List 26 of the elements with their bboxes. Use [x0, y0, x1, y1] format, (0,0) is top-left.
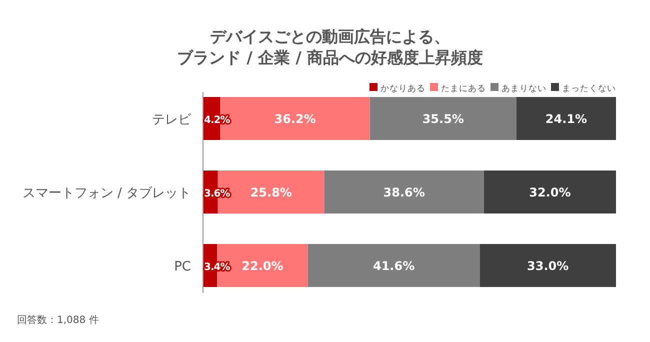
- bar: [484, 170, 616, 214]
- data-label: 38.6%: [383, 186, 425, 200]
- chart-title: デバイスごとの動画広告による、ブランド / 企業 / 商品への好感度上昇頻度: [177, 27, 483, 67]
- data-label: 22.0%: [242, 259, 284, 273]
- data-label: 3.6%: [204, 188, 230, 200]
- y-tick-label: テレビ: [152, 112, 192, 128]
- data-label: 36.2%: [274, 112, 316, 126]
- data-label: 24.1%: [545, 112, 588, 126]
- data-label: 4.2%: [204, 115, 230, 126]
- legend-label: たまにある: [441, 84, 486, 94]
- bar: [370, 97, 516, 140]
- bar: [480, 244, 616, 287]
- y-tick-label: スマートフォン / タブレット: [22, 186, 191, 201]
- text: 回答数：1,088 件: [17, 314, 99, 326]
- legend-label: あまりない: [502, 84, 546, 94]
- legend-label: かなりある: [380, 84, 426, 94]
- data-label: 25.8%: [250, 186, 292, 200]
- bar: [308, 244, 480, 287]
- data-label: 33.0%: [527, 259, 569, 273]
- legend-label: まったくない: [562, 84, 616, 94]
- data-label: 41.6%: [372, 259, 415, 273]
- bar: [324, 170, 484, 214]
- data-label: 35.5%: [422, 112, 464, 126]
- data-label: 32.0%: [529, 186, 571, 200]
- y-tick-label: PC: [174, 260, 191, 274]
- bar: [516, 97, 616, 140]
